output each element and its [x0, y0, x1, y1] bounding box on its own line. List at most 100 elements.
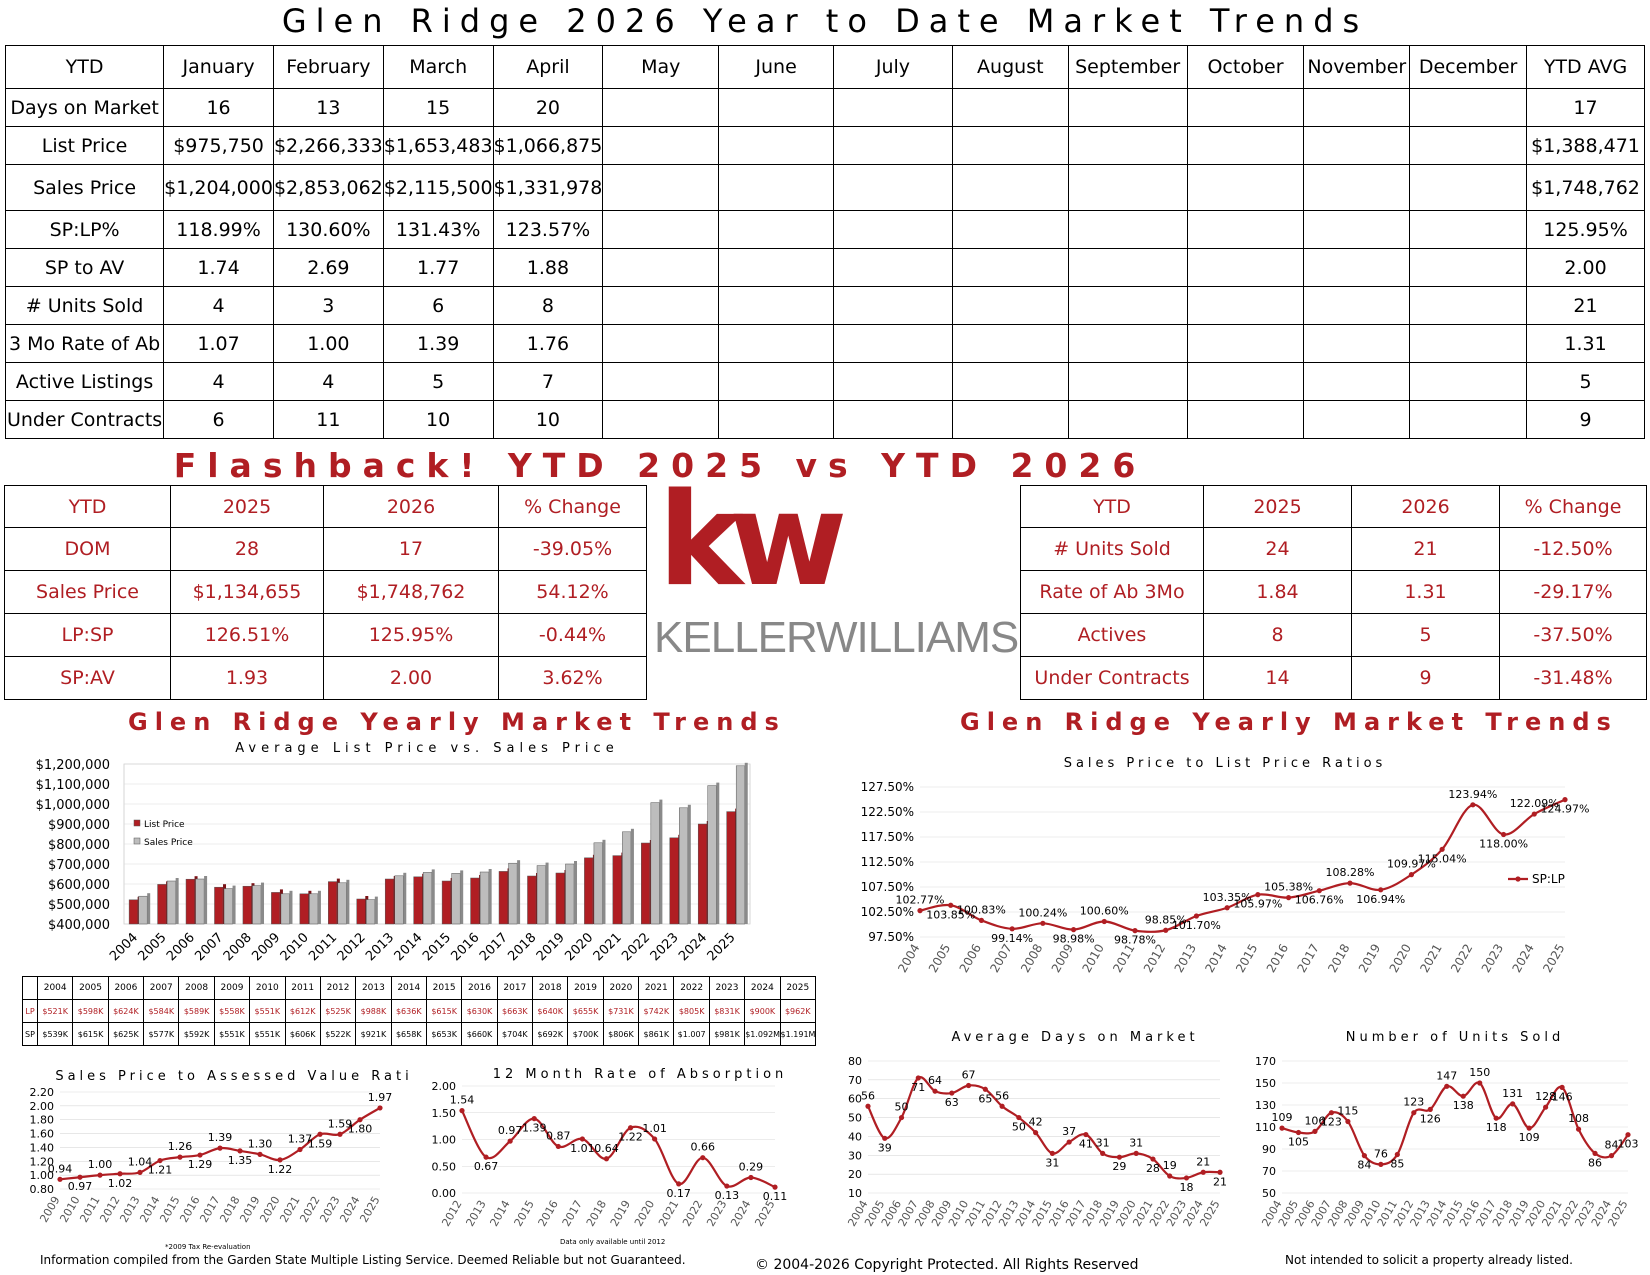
legend-marker — [1515, 876, 1521, 882]
y-tick-label: 150 — [1255, 1077, 1276, 1090]
sp-lp-ratio-chart: Sales Price to List Price Ratios 97.50% 10… — [861, 756, 1590, 975]
monthly-cell: 4 — [163, 286, 274, 325]
monthly-cell — [1409, 210, 1528, 249]
flash-cell: 21 — [1351, 527, 1500, 571]
data-point — [1033, 1130, 1039, 1136]
y-tick-label: 97.50% — [868, 930, 914, 944]
monthly-row: 3 Mo Rate of Ab 1.07 1.00 1.39 1.76 1.31 — [4, 324, 1645, 363]
flash-row: LP:SP 126.51% 125.95% -0.44% — [4, 613, 647, 657]
x-tick-label: 2021 — [591, 930, 625, 964]
data-point — [1285, 895, 1292, 901]
monthly-row: SP to AV 1.74 2.69 1.77 1.88 2.00 — [4, 248, 1645, 287]
legend-label: SP:LP — [1532, 872, 1565, 886]
data-point — [1408, 872, 1415, 878]
flashback-right-table: YTD 2025 2026% Change # Units Sold 24 21 -12.5… — [1020, 485, 1647, 700]
data-label: 118.00% — [1479, 838, 1528, 851]
data-label: 103.85% — [926, 908, 975, 921]
monthly-cell — [951, 88, 1069, 127]
data-point — [1200, 1169, 1206, 1175]
x-tick-label: 2017 — [560, 1198, 585, 1229]
x-tick-label: 2023 — [1479, 942, 1506, 975]
monthly-cell — [951, 248, 1069, 287]
y-tick-label: 102.50% — [861, 905, 914, 919]
y-tick-label: $1,200,000 — [36, 758, 110, 773]
price-table-cell: $640K — [532, 999, 569, 1023]
flash-cell: -0.44% — [498, 613, 647, 657]
data-point — [1070, 927, 1077, 933]
data-label: 1.59 — [328, 1117, 353, 1130]
bar-side — [374, 896, 378, 924]
sales-price-bar — [138, 895, 148, 925]
data-label: 84 — [1357, 1159, 1371, 1172]
price-table-cell: 2025 — [779, 976, 817, 1000]
flashback-left-table: YTD 2025 2026% Change DOM 28 17 -39.05% Sales P… — [4, 485, 647, 700]
data-label: 1.80 — [348, 1123, 373, 1136]
x-tick-label: 2022 — [619, 930, 653, 964]
price-table-cell: 2012 — [319, 976, 357, 1000]
data-point — [1163, 927, 1169, 933]
monthly-cell: 10 — [492, 400, 604, 439]
monthly-header-cell: YTD — [4, 45, 165, 89]
x-tick-label: 2004 — [895, 942, 922, 975]
monthly-cell — [1067, 248, 1188, 287]
monthly-header-cell: March — [382, 45, 494, 89]
monthly-row-label: Active Listings — [4, 362, 165, 401]
series-line — [919, 798, 1566, 933]
data-point — [1526, 1125, 1532, 1131]
data-label: 146 — [1552, 1090, 1573, 1103]
x-tick-label: 2006 — [164, 930, 198, 964]
data-point — [1531, 811, 1537, 817]
monthly-header-cell: June — [718, 45, 835, 89]
flash-row: # Units Sold 24 21 -12.50% — [1020, 527, 1647, 571]
monthly-cell: 16 — [163, 88, 274, 127]
list-price-bar — [697, 823, 707, 925]
price-table-cell: $988K — [355, 999, 392, 1023]
data-label: 123 — [1403, 1096, 1424, 1109]
bar-side — [460, 870, 464, 924]
sales-price-bar — [195, 878, 205, 925]
data-label: 1.01 — [570, 1142, 595, 1155]
y-tick-label: 40 — [848, 1130, 862, 1143]
data-label: 67 — [962, 1069, 976, 1082]
list-price-bar — [328, 881, 338, 925]
data-point — [1444, 1083, 1450, 1089]
y-tick-label: 90 — [1262, 1143, 1276, 1156]
data-label: 100.83% — [957, 903, 1006, 916]
price-table-cell: $606K — [284, 1022, 321, 1046]
data-label: 1.22 — [268, 1163, 293, 1176]
data-label: 1.59 — [308, 1137, 333, 1150]
y-tick-label: 20 — [848, 1168, 862, 1181]
monthly-cell: 1.74 — [163, 248, 274, 287]
bar-side — [517, 860, 521, 924]
chart-note: Data only available until 2012 — [560, 1238, 665, 1246]
price-table-cell: $577K — [143, 1022, 180, 1046]
data-label: 1.39 — [522, 1122, 547, 1135]
bar-side — [317, 890, 321, 924]
price-table-cell: $521K — [36, 999, 74, 1023]
data-point — [1378, 1161, 1384, 1167]
data-point — [1101, 918, 1107, 925]
x-tick-label: 2016 — [1264, 942, 1291, 975]
sales-price-bar — [422, 872, 432, 925]
monthly-cell — [1067, 88, 1188, 127]
data-label: 1.29 — [188, 1158, 213, 1171]
monthly-cell — [602, 210, 720, 249]
data-point — [555, 1143, 561, 1150]
monthly-cell: $1,653,483 — [382, 126, 494, 165]
data-point — [978, 917, 985, 923]
flash-cell: 54.12% — [498, 570, 647, 614]
price-table-cell: $663K — [496, 999, 534, 1023]
data-label: 29 — [1112, 1160, 1126, 1173]
monthly-cell — [1067, 286, 1188, 325]
flash-cell: 125.95% — [323, 613, 499, 657]
y-tick-label: 70 — [848, 1074, 862, 1087]
monthly-cell — [1303, 164, 1411, 211]
data-label: 147 — [1436, 1069, 1457, 1082]
monthly-row-label: # Units Sold — [4, 286, 165, 325]
monthly-cell — [1186, 126, 1305, 165]
y-tick-label: 50 — [1262, 1187, 1276, 1200]
data-label: 31 — [1129, 1136, 1143, 1149]
x-tick-label: 2013 — [463, 1198, 488, 1229]
monthly-row: # Units Sold 4 3 6 8 21 — [4, 286, 1645, 325]
data-point — [1295, 1129, 1302, 1136]
